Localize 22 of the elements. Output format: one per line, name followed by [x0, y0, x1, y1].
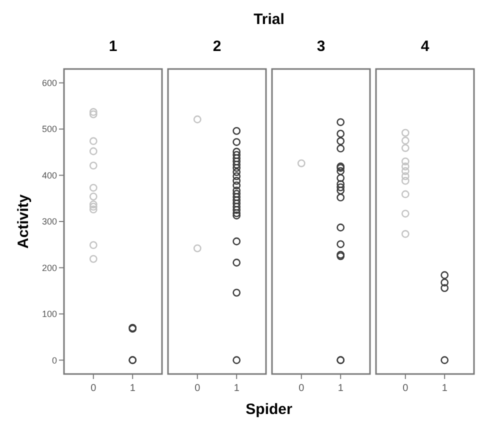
x-tick-label: 1	[234, 383, 240, 394]
text: Trial	[254, 11, 284, 28]
y-tick-label: 100	[42, 309, 57, 320]
y-tick-label: 300	[42, 216, 57, 227]
x-tick-label: 1	[338, 383, 344, 394]
x-tick-label: 0	[194, 383, 201, 394]
chart-title: 4	[420, 38, 430, 55]
x-tick-label: 0	[402, 383, 409, 394]
x-tick-label: 0	[90, 383, 97, 394]
x-tick-label: 0	[298, 383, 305, 394]
chart-title: 2	[212, 38, 222, 55]
x-tick-label: 1	[442, 383, 448, 394]
y-axis-title: Activity	[15, 194, 32, 249]
chart-title: 3	[316, 38, 326, 55]
y-tick-label: 200	[42, 262, 57, 273]
chart-title: 1	[108, 38, 118, 55]
y-tick-label: 400	[42, 170, 57, 180]
y-tick-label: 0	[52, 355, 57, 366]
x-axis-title: Spider	[246, 401, 292, 418]
y-tick-label: 500	[42, 124, 57, 134]
x-tick-label: 1	[130, 383, 136, 394]
y-tick-label: 600	[42, 78, 57, 88]
